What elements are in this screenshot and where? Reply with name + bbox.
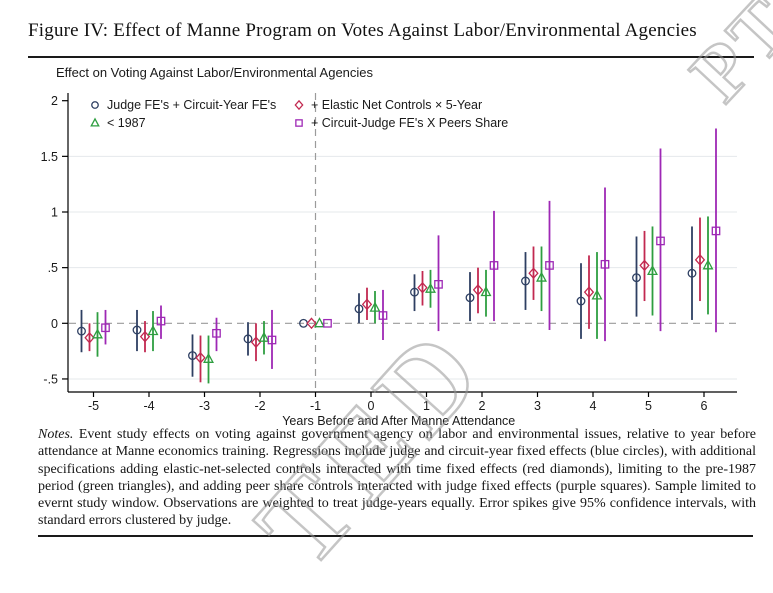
square-marker: [434, 279, 443, 289]
bottom-rule: [38, 535, 753, 537]
y-tick-label: 1: [51, 206, 58, 220]
square-marker: [378, 311, 388, 320]
legend-label: Judge FE's + Circuit-Year FE's: [107, 98, 276, 112]
y-tick-label: .5: [48, 261, 58, 275]
circle-marker: [243, 334, 253, 344]
triangle-marker: [425, 282, 436, 293]
figure-notes: Notes. Event study effects on voting aga…: [38, 426, 756, 530]
diamond-marker: [195, 351, 206, 364]
legend-label: + Elastic Net Controls × 5-Year: [311, 98, 482, 112]
triangle-marker: [369, 301, 381, 312]
circle-marker: [521, 276, 530, 286]
square-marker: [600, 259, 610, 269]
diamond-marker: [694, 253, 706, 266]
series-diamond: [84, 217, 706, 383]
circle-marker: [410, 287, 419, 297]
triangle-marker: [314, 317, 325, 328]
legend-label: < 1987: [107, 116, 146, 130]
x-tick-label: 4: [590, 399, 597, 413]
y-tick-label: 2: [51, 94, 58, 108]
triangle-marker: [591, 289, 603, 300]
triangle-marker: [702, 259, 714, 270]
figure-title: Figure IV: Effect of Manne Program on Vo…: [28, 20, 697, 41]
diamond-marker: [472, 284, 484, 296]
y-tick-label: -.5: [43, 372, 58, 386]
chart-title: Effect on Voting Against Labor/Environme…: [56, 65, 374, 80]
triangle-marker: [90, 117, 100, 127]
circle-marker: [91, 101, 99, 109]
reference-lines: [69, 93, 737, 392]
diamond-marker: [417, 281, 428, 294]
x-tick-label: -3: [199, 399, 210, 413]
circle-marker: [354, 304, 364, 314]
legend-label: + Circuit-Judge FE's X Peers Share: [311, 116, 508, 130]
square-marker: [323, 318, 332, 328]
series-triangle: [92, 216, 714, 384]
square-marker: [267, 335, 277, 345]
y-tick-label: 1.5: [41, 150, 58, 164]
circle-marker: [132, 325, 142, 335]
square-marker: [711, 226, 721, 236]
square-marker: [212, 328, 221, 338]
series-circle: [77, 226, 697, 377]
x-tick-label: -4: [143, 399, 154, 413]
square-marker: [489, 261, 499, 270]
diamond-marker: [361, 298, 373, 311]
diamond-marker: [250, 336, 262, 349]
notes-label: Notes.: [38, 427, 74, 442]
diamond-marker: [84, 331, 95, 344]
circle-marker: [687, 268, 697, 278]
circle-marker: [632, 273, 641, 283]
series-square: [101, 128, 721, 369]
diamond-marker: [294, 99, 304, 111]
x-tick-label: 3: [534, 399, 541, 413]
gridlines: [69, 155, 737, 380]
diamond-marker: [583, 286, 595, 299]
square-marker: [101, 323, 110, 333]
x-tick-label: 1: [423, 399, 430, 413]
diamond-marker: [306, 317, 317, 330]
y-tick-label: 0: [51, 317, 58, 331]
x-tick-label: 6: [701, 399, 708, 413]
top-rule: [28, 56, 754, 58]
x-tick-label: 5: [645, 399, 652, 413]
circle-marker: [465, 293, 475, 303]
circle-marker: [576, 296, 586, 306]
x-tick-label: 2: [479, 399, 486, 413]
diamond-marker: [639, 259, 650, 272]
triangle-marker: [203, 352, 214, 363]
diamond-marker: [528, 267, 539, 280]
square-marker: [295, 119, 303, 127]
triangle-marker: [536, 271, 547, 282]
x-tick-label: 0: [368, 399, 375, 413]
x-tick-label: -5: [88, 399, 99, 413]
triangle-marker: [92, 328, 103, 339]
square-marker: [656, 236, 665, 246]
square-marker: [545, 261, 554, 270]
triangle-marker: [147, 324, 159, 336]
square-marker: [156, 316, 166, 326]
x-tick-label: -2: [254, 399, 265, 413]
notes-body: Event study effects on voting against go…: [38, 427, 756, 529]
legend: Judge FE's + Circuit-Year FE's < 1987 + El…: [90, 98, 508, 130]
x-tick-label: -1: [310, 399, 321, 413]
circle-marker: [188, 351, 197, 361]
triangle-marker: [480, 285, 492, 297]
triangle-marker: [647, 264, 658, 276]
circle-marker: [77, 326, 86, 336]
x-axis-label: Years Before and After Manne Attendance: [282, 414, 515, 425]
triangle-marker: [258, 331, 270, 342]
